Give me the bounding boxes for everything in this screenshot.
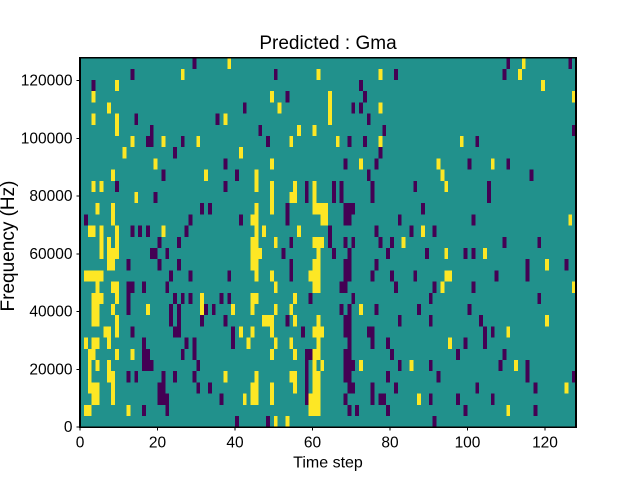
svg-text:20000: 20000	[29, 361, 72, 378]
svg-text:Time step: Time step	[293, 455, 363, 472]
svg-text:80: 80	[381, 435, 399, 452]
svg-text:40000: 40000	[29, 304, 72, 321]
svg-text:0: 0	[64, 419, 73, 436]
svg-text:60000: 60000	[29, 246, 72, 263]
svg-text:Predicted : Gma: Predicted : Gma	[259, 33, 397, 54]
svg-text:60: 60	[304, 435, 322, 452]
svg-text:100: 100	[455, 435, 481, 452]
svg-text:120: 120	[532, 435, 558, 452]
svg-text:20: 20	[149, 435, 167, 452]
svg-text:Frequency (Hz): Frequency (Hz)	[0, 181, 19, 312]
svg-text:40: 40	[226, 435, 244, 452]
svg-text:120000: 120000	[21, 73, 73, 90]
svg-text:100000: 100000	[21, 130, 73, 147]
svg-text:80000: 80000	[29, 188, 72, 205]
svg-text:0: 0	[76, 435, 85, 452]
